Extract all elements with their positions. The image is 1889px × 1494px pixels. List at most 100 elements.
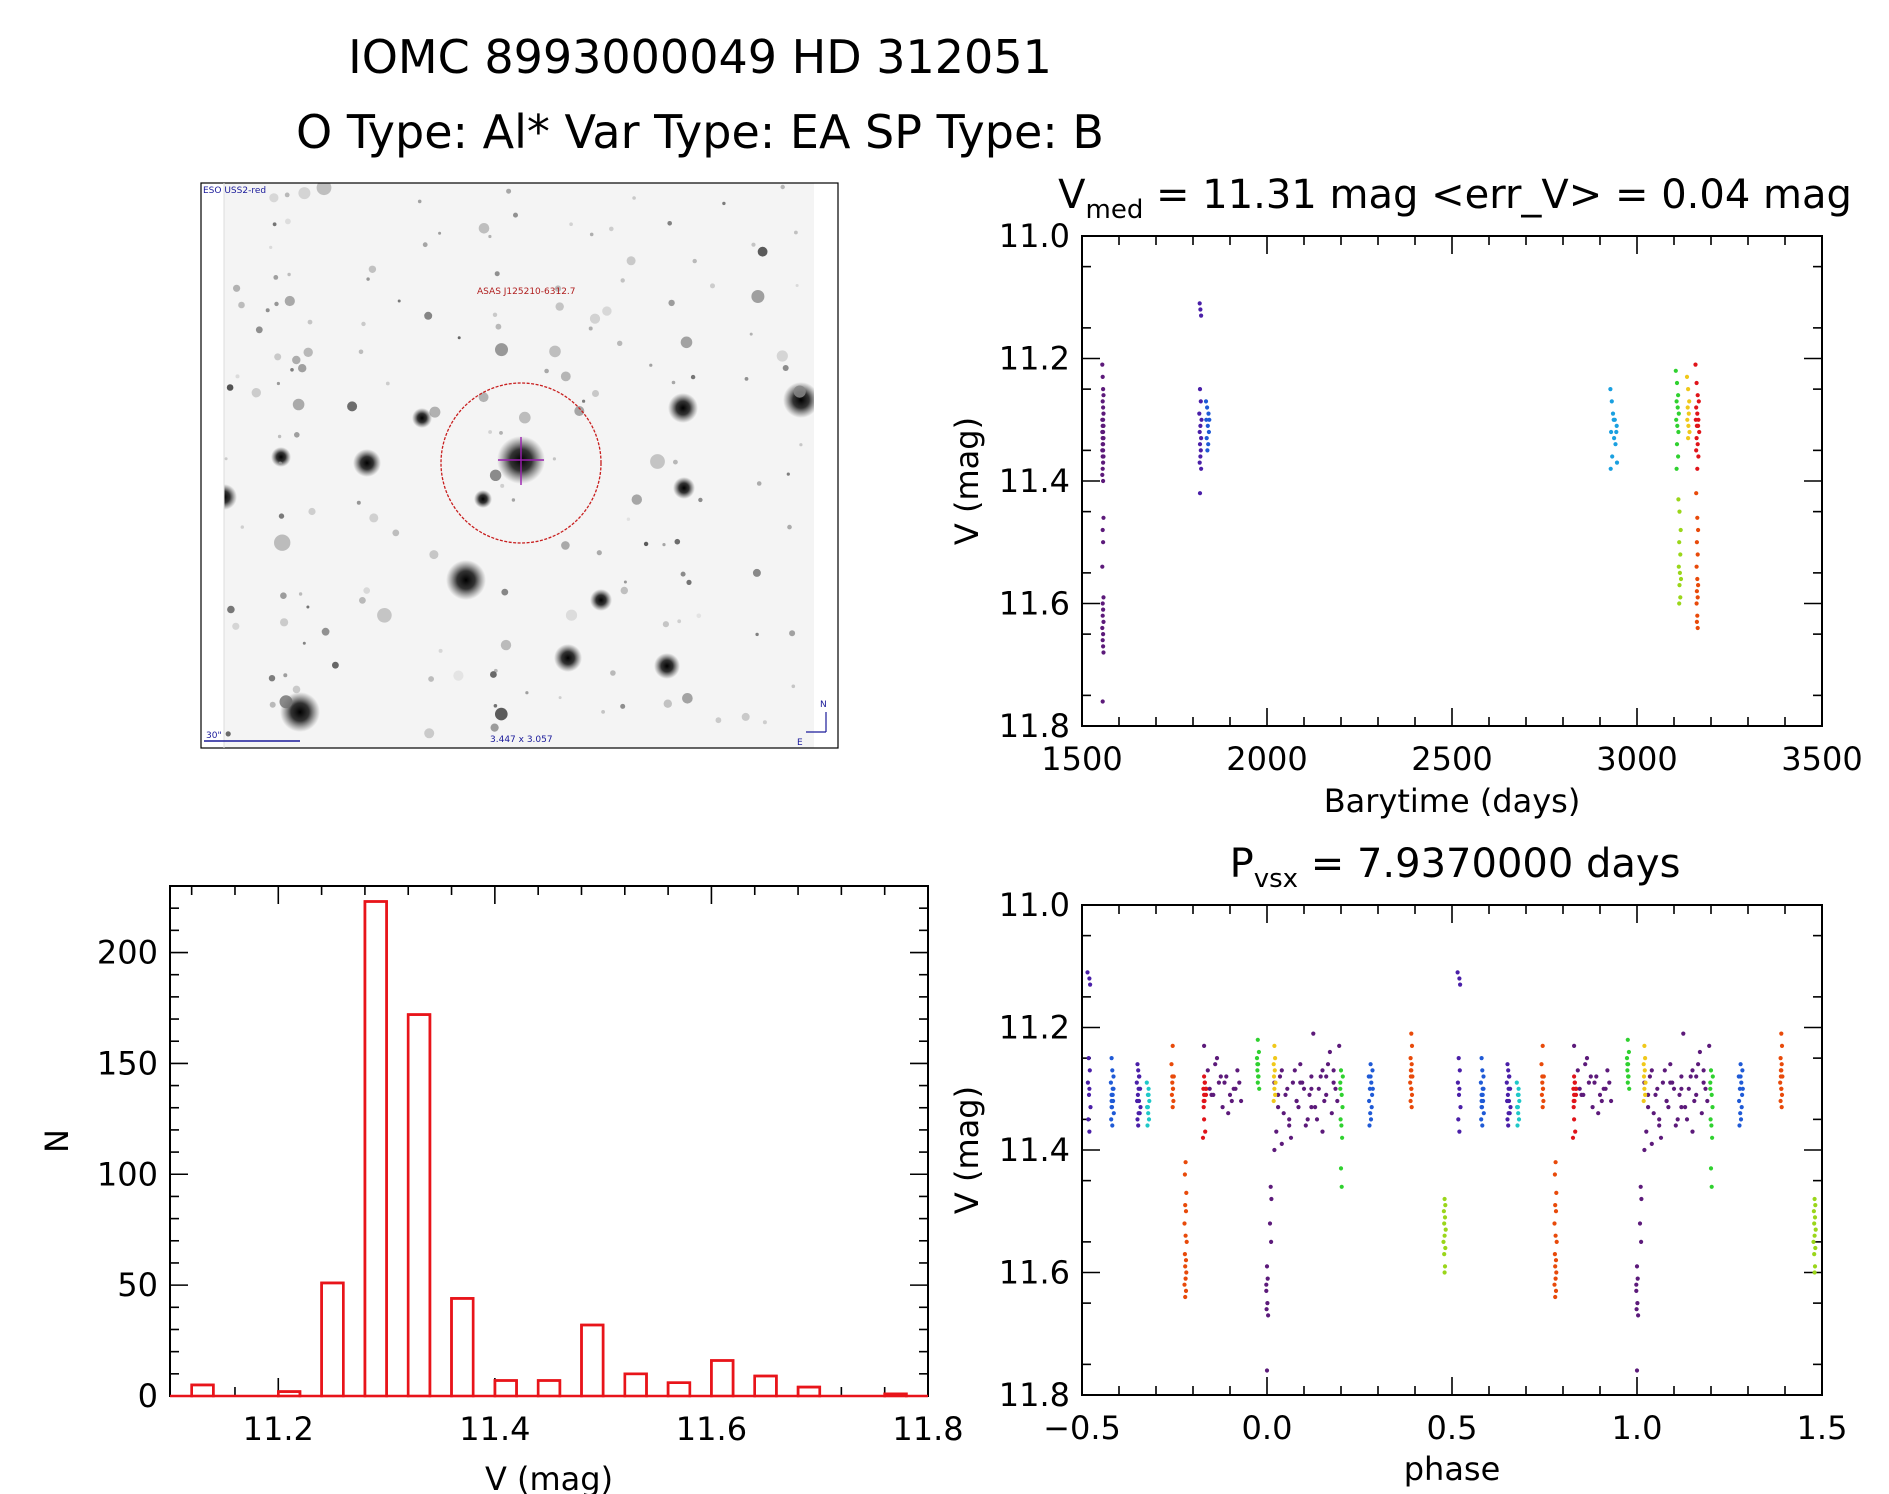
- lc-point: [1693, 417, 1698, 422]
- lc-point: [1101, 632, 1106, 637]
- phase-point: [1268, 1184, 1273, 1189]
- phased-frame: [1081, 904, 1823, 1396]
- phase-point: [1738, 1074, 1743, 1079]
- star: [269, 701, 276, 708]
- phase-point: [1456, 1092, 1462, 1097]
- phase-point: [1812, 1215, 1818, 1220]
- star: [292, 398, 305, 411]
- phase-point: [1553, 1203, 1558, 1208]
- x-tick-label: 0.0: [1242, 1409, 1293, 1447]
- lc-point: [1100, 699, 1105, 704]
- star: [674, 538, 681, 545]
- phased-xlabel: phase: [1404, 1450, 1501, 1488]
- star: [794, 230, 798, 235]
- hist-bar: [536, 1379, 562, 1398]
- lc-point: [1197, 411, 1202, 416]
- star: [290, 368, 294, 372]
- x-tick-label: −0.5: [1043, 1409, 1121, 1447]
- lc-point: [1100, 564, 1105, 569]
- phase-point: [1709, 1092, 1714, 1097]
- phase-point: [1637, 1221, 1643, 1226]
- phase-point: [1515, 1105, 1520, 1110]
- phase-point: [1811, 1239, 1816, 1244]
- phase-point: [1506, 1074, 1512, 1079]
- phase-point: [1812, 1221, 1817, 1226]
- star: [668, 299, 675, 307]
- phase-point: [1539, 1062, 1544, 1067]
- phase-point: [1456, 1117, 1461, 1122]
- lc-point: [1676, 393, 1681, 398]
- phase-point: [1625, 1080, 1630, 1085]
- lc-point: [1608, 387, 1613, 392]
- light-curve-frame: [1081, 235, 1823, 727]
- phase-point: [1144, 1080, 1149, 1085]
- phase-point: [1457, 976, 1462, 981]
- phase-point: [1138, 1105, 1143, 1110]
- phase-point: [1227, 1092, 1233, 1097]
- lc-point: [1684, 374, 1690, 379]
- star: [438, 648, 443, 653]
- hist-bar: [623, 1372, 648, 1398]
- phase-point: [1146, 1117, 1152, 1122]
- phase-point: [1740, 1086, 1745, 1091]
- fov-label: 3.447 x 3.057: [490, 735, 553, 745]
- phase-point: [1138, 1086, 1143, 1091]
- phase-point: [1368, 1111, 1373, 1116]
- phase-point: [1218, 1074, 1223, 1079]
- star: [278, 513, 285, 519]
- star: [620, 703, 626, 709]
- lc-point: [1674, 417, 1679, 422]
- phase-point: [1658, 1135, 1664, 1140]
- star: [493, 704, 498, 708]
- phase-point: [1134, 1080, 1139, 1085]
- star: [696, 613, 702, 619]
- phase-point: [1778, 1056, 1783, 1061]
- phase-point: [1146, 1092, 1151, 1097]
- x-tick-label: 11.6: [676, 1410, 747, 1448]
- star: [668, 393, 698, 423]
- phase-point: [1254, 1056, 1260, 1061]
- phase-point: [1657, 1117, 1662, 1122]
- phase-point: [1553, 1160, 1558, 1165]
- phase-point: [1596, 1111, 1601, 1116]
- phase-point: [1668, 1062, 1673, 1067]
- phase-point: [1506, 1123, 1511, 1128]
- lc-point: [1696, 423, 1701, 428]
- phase-point: [1170, 1086, 1176, 1091]
- phase-point: [1331, 1068, 1336, 1073]
- phase-point: [1170, 1080, 1175, 1085]
- star: [294, 432, 300, 438]
- hist-bar: [493, 1379, 518, 1398]
- phase-point: [1553, 1276, 1558, 1281]
- phase-point: [1136, 1123, 1141, 1128]
- phase-point: [1110, 1123, 1115, 1128]
- phase-point: [1458, 1105, 1463, 1110]
- star: [554, 285, 562, 292]
- lc-point: [1694, 436, 1699, 441]
- phase-point: [1109, 1056, 1114, 1061]
- phase-point: [1441, 1239, 1446, 1244]
- phase-point: [1146, 1111, 1151, 1116]
- star: [377, 608, 392, 623]
- star: [224, 484, 237, 510]
- phase-point: [1553, 1288, 1559, 1293]
- star: [240, 525, 244, 529]
- lc-point: [1696, 527, 1701, 533]
- lc-point: [1685, 405, 1690, 410]
- phase-point: [1581, 1092, 1586, 1097]
- lc-point: [1205, 423, 1210, 428]
- phase-point: [1516, 1086, 1521, 1091]
- phase-point: [1624, 1056, 1630, 1061]
- phase-point: [1572, 1117, 1577, 1122]
- phase-point: [1540, 1043, 1545, 1048]
- star: [424, 728, 435, 739]
- phase-point: [1541, 1098, 1546, 1104]
- phase-point: [1202, 1043, 1207, 1048]
- star: [453, 670, 464, 681]
- phase-point: [1480, 1123, 1485, 1128]
- phase-point: [1301, 1086, 1307, 1091]
- phase-point: [1257, 1086, 1262, 1091]
- phase-point: [1540, 1105, 1545, 1110]
- phase-point: [1266, 1313, 1271, 1318]
- phase-point: [1553, 1264, 1558, 1269]
